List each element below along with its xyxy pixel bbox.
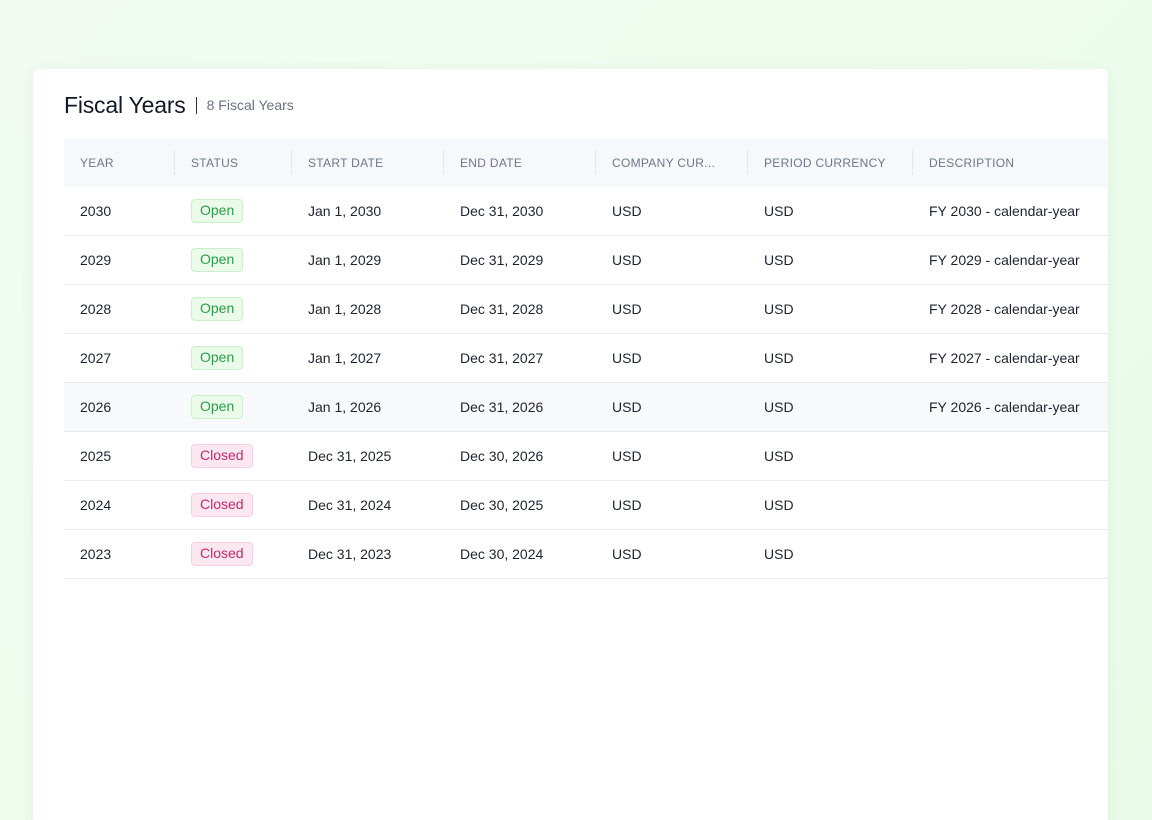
column-header-label: PERIOD CURRENCY <box>764 155 886 170</box>
column-header-start-date[interactable]: START DATE <box>292 138 444 187</box>
cell-company-currency: USD <box>612 350 642 366</box>
status-badge: Open <box>191 248 244 272</box>
cell-status: Open <box>175 395 292 419</box>
cell-period-currency: USD <box>764 203 794 219</box>
cell-year: 2030 <box>80 203 112 219</box>
cell-end-date: Dec 31, 2028 <box>460 301 544 317</box>
status-badge: Open <box>191 346 244 370</box>
status-badge: Closed <box>191 444 253 468</box>
record-count: 8 Fiscal Years <box>206 97 294 113</box>
table-row[interactable]: 2030 Open Jan 1, 2030 Dec 31, 2030 USD U… <box>64 187 1108 236</box>
table-row[interactable]: 2028 Open Jan 1, 2028 Dec 31, 2028 USD U… <box>64 285 1108 334</box>
cell-company-currency: USD <box>612 448 642 464</box>
column-separator[interactable] <box>291 150 292 175</box>
column-header-label: START DATE <box>308 155 384 170</box>
cell-period-currency: USD <box>764 497 794 513</box>
status-badge: Open <box>191 395 244 419</box>
cell-description: FY 2028 - calendar-year <box>929 301 1080 317</box>
cell-year: 2026 <box>80 399 112 415</box>
cell-status: Open <box>175 199 292 223</box>
column-separator[interactable] <box>747 150 748 175</box>
cell-start-date: Jan 1, 2029 <box>308 252 382 268</box>
cell-status: Open <box>175 248 292 272</box>
table-row[interactable]: 2025 Closed Dec 31, 2025 Dec 30, 2026 US… <box>64 432 1108 481</box>
cell-period-currency: USD <box>764 252 794 268</box>
column-header-year[interactable]: YEAR <box>64 138 175 187</box>
card-header: Fiscal Years 8 Fiscal Years <box>64 90 294 120</box>
cell-year: 2023 <box>80 546 112 562</box>
cell-company-currency: USD <box>612 497 642 513</box>
column-header-label: DESCRIPTION <box>929 155 1015 170</box>
column-header-description[interactable]: DESCRIPTION <box>913 138 1108 187</box>
cell-start-date: Dec 31, 2023 <box>308 546 392 562</box>
table-row[interactable]: 2029 Open Jan 1, 2029 Dec 31, 2029 USD U… <box>64 236 1108 285</box>
cell-end-date: Dec 31, 2030 <box>460 203 544 219</box>
cell-description: FY 2030 - calendar-year <box>929 203 1080 219</box>
fiscal-years-table: YEAR STATUS START DATE END DATE COMPANY … <box>64 138 1108 579</box>
column-separator[interactable] <box>443 150 444 175</box>
cell-year: 2025 <box>80 448 112 464</box>
cell-status: Open <box>175 297 292 321</box>
cell-period-currency: USD <box>764 546 794 562</box>
fiscal-years-card: Fiscal Years 8 Fiscal Years YEAR STATUS … <box>33 69 1108 820</box>
status-badge: Open <box>191 297 244 321</box>
cell-description: FY 2027 - calendar-year <box>929 350 1080 366</box>
cell-start-date: Jan 1, 2028 <box>308 301 382 317</box>
cell-description: FY 2026 - calendar-year <box>929 399 1080 415</box>
cell-start-date: Dec 31, 2025 <box>308 448 392 464</box>
cell-start-date: Jan 1, 2030 <box>308 203 382 219</box>
table-header: YEAR STATUS START DATE END DATE COMPANY … <box>64 138 1108 187</box>
cell-start-date: Jan 1, 2027 <box>308 350 382 366</box>
table-row[interactable]: 2026 Open Jan 1, 2026 Dec 31, 2026 USD U… <box>64 383 1108 432</box>
column-header-company-currency[interactable]: COMPANY CUR... <box>596 138 748 187</box>
cell-year: 2024 <box>80 497 112 513</box>
cell-period-currency: USD <box>764 448 794 464</box>
column-header-status[interactable]: STATUS <box>175 138 292 187</box>
cell-description: FY 2029 - calendar-year <box>929 252 1080 268</box>
status-badge: Closed <box>191 493 253 517</box>
cell-status: Closed <box>175 542 292 566</box>
cell-end-date: Dec 31, 2027 <box>460 350 544 366</box>
cell-start-date: Dec 31, 2024 <box>308 497 392 513</box>
cell-period-currency: USD <box>764 399 794 415</box>
cell-status: Open <box>175 346 292 370</box>
cell-year: 2028 <box>80 301 112 317</box>
table-row[interactable]: 2023 Closed Dec 31, 2023 Dec 30, 2024 US… <box>64 530 1108 579</box>
column-separator[interactable] <box>595 150 596 175</box>
page-title: Fiscal Years <box>64 91 186 118</box>
cell-end-date: Dec 31, 2029 <box>460 252 544 268</box>
title-divider <box>195 96 197 114</box>
cell-end-date: Dec 30, 2026 <box>460 448 544 464</box>
cell-status: Closed <box>175 444 292 468</box>
status-badge: Open <box>191 199 244 223</box>
cell-period-currency: USD <box>764 301 794 317</box>
cell-company-currency: USD <box>612 546 642 562</box>
column-separator[interactable] <box>174 150 175 175</box>
column-header-end-date[interactable]: END DATE <box>444 138 596 187</box>
status-badge: Closed <box>191 542 253 566</box>
table-row[interactable]: 2027 Open Jan 1, 2027 Dec 31, 2027 USD U… <box>64 334 1108 383</box>
column-header-period-currency[interactable]: PERIOD CURRENCY <box>748 138 913 187</box>
column-separator[interactable] <box>912 150 913 175</box>
column-header-label: COMPANY CUR... <box>612 155 716 170</box>
column-header-label: YEAR <box>80 155 114 170</box>
column-header-label: STATUS <box>191 155 239 170</box>
cell-status: Closed <box>175 493 292 517</box>
cell-end-date: Dec 30, 2025 <box>460 497 544 513</box>
cell-period-currency: USD <box>764 350 794 366</box>
cell-year: 2029 <box>80 252 112 268</box>
column-header-label: END DATE <box>460 155 523 170</box>
cell-company-currency: USD <box>612 252 642 268</box>
cell-company-currency: USD <box>612 399 642 415</box>
cell-start-date: Jan 1, 2026 <box>308 399 382 415</box>
cell-company-currency: USD <box>612 301 642 317</box>
cell-end-date: Dec 30, 2024 <box>460 546 544 562</box>
table-row[interactable]: 2024 Closed Dec 31, 2024 Dec 30, 2025 US… <box>64 481 1108 530</box>
cell-end-date: Dec 31, 2026 <box>460 399 544 415</box>
cell-company-currency: USD <box>612 203 642 219</box>
cell-year: 2027 <box>80 350 112 366</box>
